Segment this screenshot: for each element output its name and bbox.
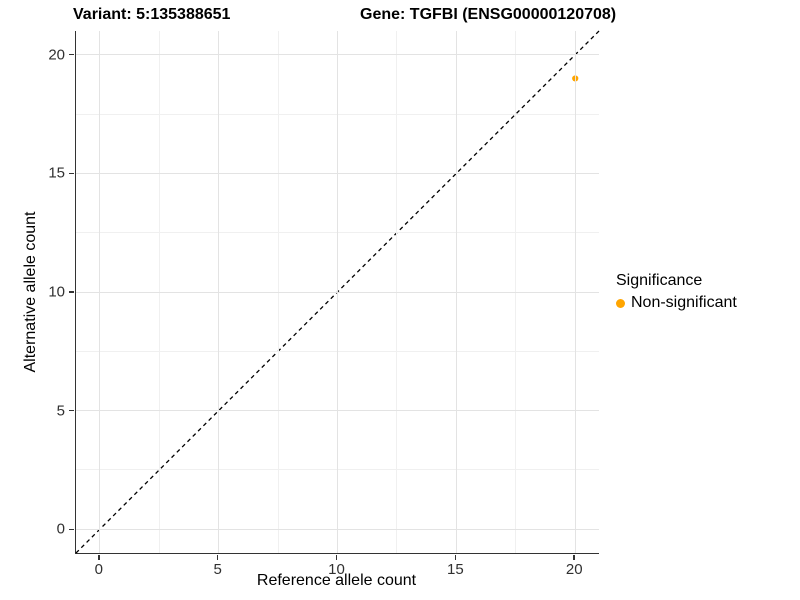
- y-tick-label: 0: [56, 520, 65, 538]
- legend-items: Non-significant: [616, 294, 737, 312]
- legend-key-dot: [616, 298, 625, 308]
- x-tick-label: 15: [447, 561, 464, 578]
- y-major-gridline: [76, 410, 599, 412]
- y-tick-label: 20: [48, 46, 65, 64]
- legend: Significance Non-significant: [616, 272, 737, 312]
- gene-title: Gene: TGFBI (ENSG00000120708): [360, 6, 617, 23]
- x-tick-mark: [98, 554, 100, 560]
- x-tick-mark: [573, 554, 575, 560]
- y-major-gridline: [76, 291, 599, 293]
- legend-item-label: Non-significant: [631, 294, 737, 311]
- x-tick-mark: [335, 554, 338, 560]
- y-axis-title: Alternative allele count: [22, 211, 39, 373]
- y-tick-mark: [68, 409, 74, 412]
- y-tick-label: 10: [48, 283, 65, 301]
- y-tick-label: 5: [56, 402, 65, 420]
- x-tick-label: 5: [213, 561, 222, 578]
- plot-panel: [75, 30, 600, 554]
- x-tick-label: 20: [565, 561, 583, 578]
- x-tick-mark: [454, 554, 457, 560]
- legend-title: Significance: [616, 272, 703, 289]
- y-tick-mark: [68, 172, 74, 175]
- y-major-gridline: [76, 172, 599, 174]
- y-major-gridline: [76, 54, 599, 56]
- y-major-gridline: [76, 528, 599, 530]
- x-tick-label: 0: [94, 561, 103, 578]
- legend-item: Non-significant: [616, 294, 737, 312]
- y-tick-mark: [68, 291, 74, 293]
- x-tick-mark: [216, 554, 219, 560]
- x-axis-title: Reference allele count: [256, 572, 417, 589]
- y-tick-mark: [68, 528, 74, 531]
- y-tick-mark: [68, 53, 74, 56]
- variant-title: Variant: 5:135388651: [73, 6, 231, 23]
- y-tick-label: 15: [48, 164, 65, 182]
- x-tick-label: 10: [328, 561, 345, 578]
